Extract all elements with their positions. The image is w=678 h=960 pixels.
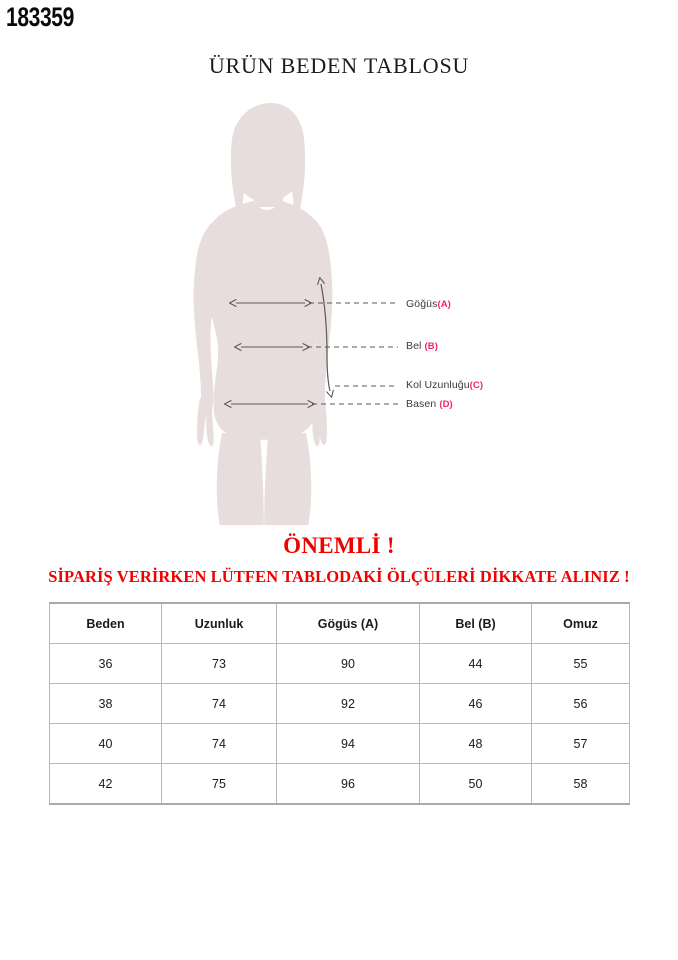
measurement-label-hip-text: Basen [406, 398, 437, 410]
measurement-label-bust-text: Göğüs [406, 298, 438, 310]
cell-uzunluk: 74 [161, 683, 277, 724]
table-header-omuz: Omuz [531, 602, 630, 644]
cell-uzunluk: 74 [161, 723, 277, 764]
size-table-container: Beden Uzunluk Gögüs (A) Bel (B) Omuz 36 … [49, 602, 630, 805]
cell-uzunluk: 75 [161, 763, 277, 805]
table-row: 38 74 92 46 56 [49, 683, 630, 724]
cell-bel: 46 [419, 683, 532, 724]
cell-gogus: 90 [276, 643, 420, 684]
size-diagram: Göğüs(A) Bel (B) Kol Uzunluğu(C) Basen (… [0, 95, 678, 525]
right-leg-shape [264, 433, 312, 525]
left-leg-shape [216, 433, 264, 525]
warning-subtitle: SİPARİŞ VERİRKEN LÜTFEN TABLODAKİ ÖLÇÜLE… [48, 567, 630, 587]
torso-shape [204, 201, 329, 440]
cell-omuz: 55 [531, 643, 630, 684]
left-hand-shape [197, 398, 214, 447]
table-header-beden: Beden [49, 602, 162, 644]
table-header-bel: Bel (B) [419, 602, 532, 644]
measurement-label-bust: Göğüs(A) [406, 298, 451, 310]
measurement-label-sleeve-text: Kol Uzunluğu [406, 379, 470, 391]
measurement-label-waist-text: Bel [406, 340, 422, 352]
cell-omuz: 56 [531, 683, 630, 724]
table-row: 42 75 96 50 58 [49, 763, 630, 805]
cell-omuz: 57 [531, 723, 630, 764]
cell-bel: 48 [419, 723, 532, 764]
neck-shape [253, 179, 284, 207]
cell-omuz: 58 [531, 763, 630, 805]
table-row: 36 73 90 44 55 [49, 643, 630, 684]
measurement-label-waist: Bel (B) [406, 340, 438, 352]
measurement-code-d: (D) [439, 399, 453, 410]
cell-uzunluk: 73 [161, 643, 277, 684]
page-title: ÜRÜN BEDEN TABLOSU [208, 53, 470, 78]
head-shape [242, 117, 294, 185]
table-row: 40 74 94 48 57 [49, 723, 630, 764]
table-header-gogus: Gögüs (A) [276, 602, 420, 644]
measurement-label-sleeve: Kol Uzunluğu(C) [406, 379, 483, 391]
table-header-uzunluk: Uzunluk [161, 602, 277, 644]
cell-bel: 50 [419, 763, 532, 805]
cell-beden: 38 [49, 683, 162, 724]
right-hand-shape [312, 398, 327, 447]
sleeve-measure-arrow [317, 277, 334, 398]
cell-bel: 44 [419, 643, 532, 684]
table-header-row: Beden Uzunluk Gögüs (A) Bel (B) Omuz [49, 602, 630, 644]
size-table: Beden Uzunluk Gögüs (A) Bel (B) Omuz 36 … [49, 602, 630, 805]
cell-gogus: 92 [276, 683, 420, 724]
cell-beden: 42 [49, 763, 162, 805]
product-code: 183359 [6, 2, 74, 32]
warning-title: ÖNEMLİ ! [283, 533, 395, 558]
measurement-code-c: (C) [469, 380, 484, 391]
measurement-label-hip: Basen (D) [406, 398, 453, 410]
cell-beden: 40 [49, 723, 162, 764]
measurement-code-b: (B) [424, 341, 439, 352]
cell-gogus: 96 [276, 763, 420, 805]
warning-block: ÖNEMLİ ! SİPARİŞ VERİRKEN LÜTFEN TABLODA… [0, 533, 678, 587]
cell-gogus: 94 [276, 723, 420, 764]
measurement-code-a: (A) [437, 299, 451, 310]
cell-beden: 36 [49, 643, 162, 684]
left-arm-shape [193, 221, 220, 412]
body-silhouette-svg [193, 103, 398, 525]
